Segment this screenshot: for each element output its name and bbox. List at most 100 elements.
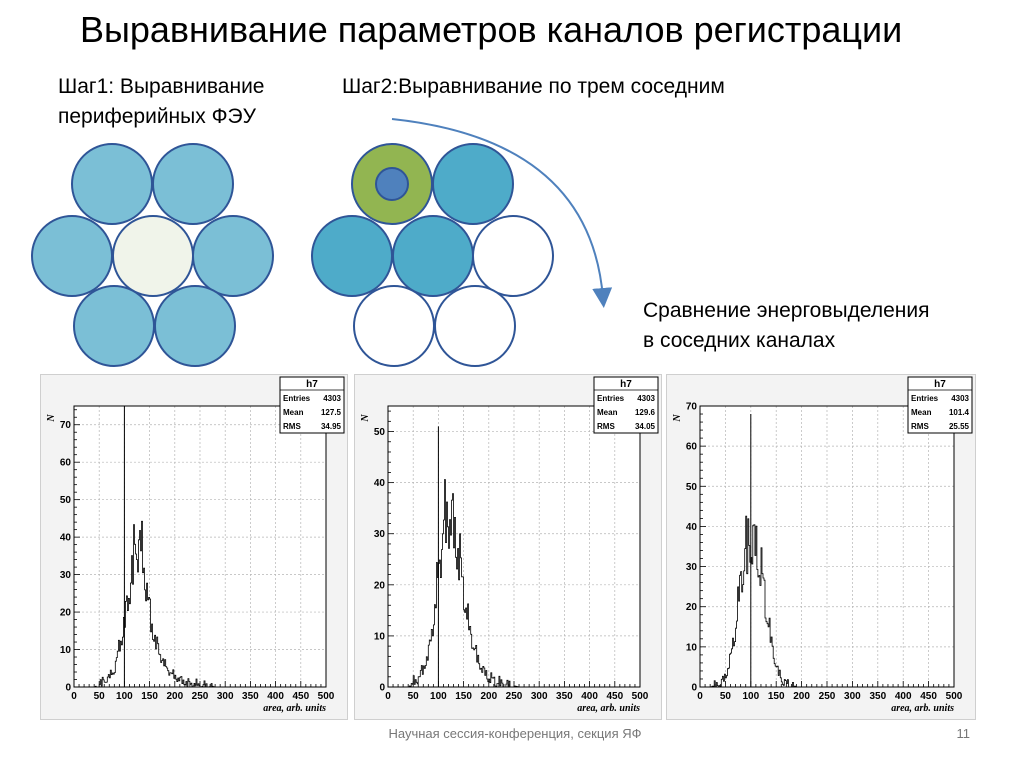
x-tick-label: 150 [768,691,785,702]
x-tick-label: 450 [606,691,623,702]
y-tick-label: 30 [686,562,698,573]
x-tick-label: 0 [385,691,391,702]
pmt-circle-center [112,215,194,297]
x-tick-label: 50 [408,691,420,702]
y-tick-label: 10 [60,645,72,656]
x-tick-label: 300 [531,691,548,702]
stats-label: Entries [283,394,311,403]
stats-value: 4303 [951,394,969,403]
histogram-series [408,479,520,688]
y-tick-label: 20 [60,608,72,619]
x-axis-label: area, arb. units [891,703,954,714]
x-tick-label: 350 [556,691,573,702]
pmt-circle-peripheral [192,215,274,297]
pmt-circle-empty [472,215,554,297]
x-tick-label: 350 [869,691,886,702]
y-tick-label: 70 [60,420,72,431]
stats-value: 101.4 [949,408,970,417]
y-tick-label: 40 [60,533,72,544]
x-tick-label: 250 [819,691,836,702]
y-tick-label: 50 [60,495,72,506]
x-tick-label: 400 [581,691,598,702]
y-tick-label: 50 [686,482,698,493]
histogram-panel-1: 0 50 100 150 200 250 300 350 400 450 500 0 10 20 30 40 5… [40,374,348,720]
x-tick-label: 500 [946,691,963,702]
step1-caption: Шаг1: Выравнивание периферийных ФЭУ [58,72,308,132]
pmt-circle-peripheral [73,285,155,367]
y-tick-label: 40 [374,478,386,489]
plot-frame [387,405,641,688]
x-tick-label: 150 [141,691,158,702]
stats-label: RMS [597,422,615,431]
stats-value: 127.5 [321,408,342,417]
y-tick-label: 40 [686,522,698,533]
x-tick-label: 500 [632,691,649,702]
x-tick-label: 400 [895,691,912,702]
x-tick-label: 300 [217,691,234,702]
y-axis-label: N [46,414,57,423]
x-tick-label: 200 [480,691,497,702]
pmt-circle-neighbor [432,143,514,225]
histogram-series [94,520,216,688]
y-tick-label: 20 [686,602,698,613]
y-tick-label: 20 [374,580,386,591]
page-number: 11 [956,726,971,741]
pmt-circle-peripheral [71,143,153,225]
y-tick-label: 70 [686,402,698,413]
y-axis-label: N [360,414,371,423]
stats-value: 4303 [323,394,341,403]
x-tick-label: 500 [318,691,335,702]
x-tick-label: 400 [267,691,284,702]
y-tick-label: 0 [379,683,385,694]
step1-pmt-cluster [31,143,274,367]
x-tick-label: 0 [697,691,703,702]
reference-marker-dot [375,167,409,201]
x-tick-label: 200 [793,691,810,702]
pmt-circle-empty [353,285,435,367]
stats-label: Mean [597,408,618,417]
stats-value: 4303 [637,394,655,403]
pmt-diagram [31,118,613,367]
stats-label: RMS [283,422,301,431]
footer-text: Научная сессия-конференция, секция ЯФ [388,726,642,741]
slide-title: Выравнивание параметров каналов регистра… [80,9,903,50]
histogram-series [710,515,797,688]
y-tick-label: 10 [686,642,698,653]
x-tick-label: 0 [71,691,77,702]
histogram-panel-3: 0 50 100 150 200 250 300 350 400 450 500 0 10 20 30 40 5… [666,374,976,720]
plot-frame [73,405,327,688]
stats-value: 34.95 [321,422,342,431]
y-tick-label: 60 [60,458,72,469]
y-tick-label: 30 [60,570,72,581]
stats-value: 25.55 [949,422,970,431]
step1-line1: Шаг1: Выравнивание [58,75,265,98]
x-tick-label: 450 [292,691,309,702]
pmt-circle-peripheral [154,285,236,367]
x-tick-label: 300 [844,691,861,702]
y-tick-label: 30 [374,529,386,540]
pmt-circle-empty [434,285,516,367]
y-axis-label: N [672,414,683,423]
y-tick-label: 0 [65,683,71,694]
x-tick-label: 100 [116,691,133,702]
stats-box [593,376,659,434]
x-tick-label: 150 [455,691,472,702]
comparison-line1: Сравнение энерговыделения [643,299,930,322]
x-tick-label: 50 [720,691,732,702]
curved-arrow [391,118,613,308]
plot-frame [699,405,955,688]
stats-label: Entries [911,394,939,403]
y-tick-label: 10 [374,631,386,642]
x-tick-label: 450 [920,691,937,702]
pmt-circle-neighbor [392,215,474,297]
stats-label: Mean [911,408,932,417]
x-tick-label: 100 [430,691,447,702]
stats-box [279,376,345,434]
histogram-panel-2: 0 50 100 150 200 250 300 350 400 450 500 0 10 20 30 40 5… [354,374,662,720]
stats-title: h7 [306,379,318,390]
y-tick-label: 60 [686,442,698,453]
pmt-circle-peripheral [152,143,234,225]
step1-line2: периферийных ФЭУ [58,105,256,128]
x-tick-label: 250 [192,691,209,702]
x-tick-label: 200 [166,691,183,702]
